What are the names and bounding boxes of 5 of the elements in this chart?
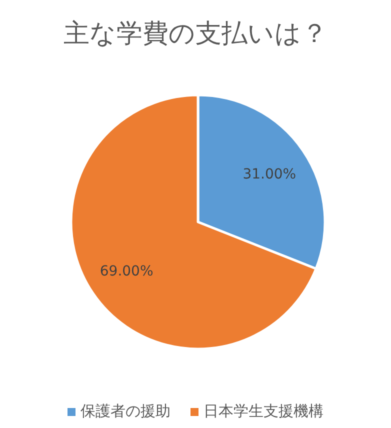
legend-label: 日本学生支援機構 [204,402,324,420]
data-label: 31.00% [242,166,296,182]
legend-label: 保護者の援助 [80,402,170,420]
data-label: 69.00% [100,264,154,280]
chart-title: 主な学費の支払いは？ [64,19,328,49]
